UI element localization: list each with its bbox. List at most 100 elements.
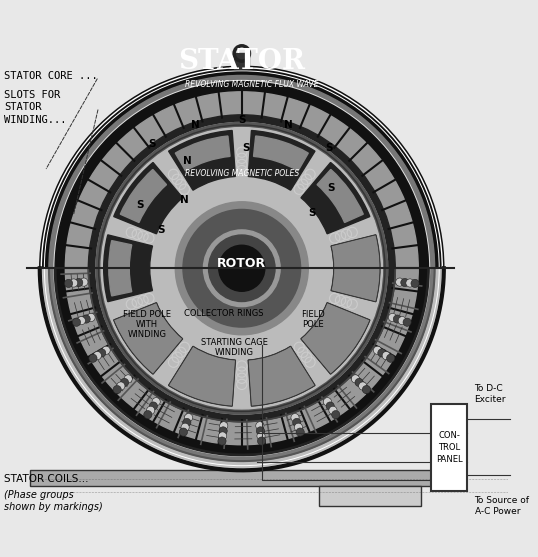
Text: STATOR CORE ...: STATOR CORE ... [4, 71, 98, 81]
Circle shape [75, 278, 83, 287]
Wedge shape [253, 136, 308, 171]
Text: S: S [309, 208, 316, 218]
Circle shape [102, 346, 110, 354]
Circle shape [203, 230, 280, 307]
Wedge shape [352, 241, 375, 296]
Circle shape [256, 427, 265, 435]
Circle shape [144, 411, 152, 419]
Wedge shape [114, 303, 182, 374]
Text: STATOR: STATOR [178, 47, 305, 75]
Circle shape [77, 316, 86, 325]
Circle shape [331, 411, 340, 419]
Circle shape [382, 351, 391, 360]
Wedge shape [168, 346, 235, 406]
Circle shape [401, 278, 409, 287]
Circle shape [49, 75, 435, 461]
Text: N: N [284, 120, 293, 130]
Circle shape [89, 354, 97, 363]
Circle shape [378, 349, 386, 357]
Wedge shape [317, 314, 363, 367]
Text: (Phase groups
shown by markings): (Phase groups shown by markings) [4, 490, 103, 512]
Circle shape [220, 422, 228, 430]
Bar [431, 404, 467, 491]
Circle shape [181, 423, 189, 431]
Circle shape [117, 382, 125, 390]
Circle shape [219, 427, 227, 435]
Wedge shape [248, 346, 315, 406]
Circle shape [395, 278, 404, 286]
Circle shape [398, 316, 406, 325]
Circle shape [101, 128, 383, 409]
Text: S: S [325, 143, 332, 153]
Wedge shape [175, 136, 230, 171]
Text: STARTING CAGE
WINDING: STARTING CAGE WINDING [201, 338, 267, 357]
Circle shape [124, 375, 132, 383]
Text: COLLECTOR RINGS: COLLECTOR RINGS [184, 309, 264, 318]
Wedge shape [253, 366, 308, 400]
Wedge shape [114, 163, 182, 234]
Circle shape [183, 418, 191, 427]
Circle shape [218, 432, 226, 440]
Text: To Source of
A-C Power: To Source of A-C Power [475, 496, 529, 516]
Circle shape [386, 354, 395, 363]
Wedge shape [109, 241, 132, 296]
Circle shape [55, 81, 428, 455]
Wedge shape [104, 235, 152, 302]
Text: FIELD POLE
WITH
WINDING: FIELD POLE WITH WINDING [123, 310, 171, 339]
Circle shape [82, 315, 90, 323]
Circle shape [183, 209, 301, 327]
Text: N: N [180, 195, 189, 205]
Text: FIELD
POLE: FIELD POLE [301, 310, 325, 329]
Circle shape [406, 279, 414, 287]
Circle shape [411, 279, 419, 287]
Circle shape [175, 202, 308, 335]
Circle shape [73, 318, 81, 326]
Circle shape [362, 385, 371, 394]
Text: S: S [148, 139, 155, 149]
Wedge shape [331, 235, 380, 302]
Polygon shape [40, 268, 444, 470]
Circle shape [209, 235, 275, 301]
Wedge shape [175, 366, 230, 400]
Circle shape [393, 315, 401, 323]
Circle shape [355, 378, 363, 387]
Circle shape [388, 314, 397, 321]
Text: N: N [191, 120, 200, 130]
Wedge shape [114, 303, 182, 374]
Circle shape [65, 92, 418, 444]
Text: CON-
TROL
PANEL: CON- TROL PANEL [436, 431, 462, 463]
Circle shape [69, 279, 77, 287]
Text: S: S [238, 115, 245, 125]
Text: REVOLVING MAGNETIC POLES: REVOLVING MAGNETIC POLES [185, 169, 299, 178]
Wedge shape [331, 235, 380, 302]
Polygon shape [88, 268, 395, 422]
Circle shape [96, 123, 387, 414]
Circle shape [351, 375, 359, 383]
Text: N: N [183, 156, 192, 166]
Circle shape [152, 398, 160, 406]
Circle shape [257, 432, 265, 440]
Circle shape [87, 314, 95, 321]
Bar [234, 53, 250, 69]
Wedge shape [301, 163, 370, 234]
Circle shape [293, 418, 301, 427]
Circle shape [258, 437, 266, 445]
Circle shape [185, 413, 193, 422]
Bar [30, 470, 454, 486]
Circle shape [329, 406, 337, 414]
Circle shape [359, 382, 367, 390]
Polygon shape [55, 268, 428, 455]
Circle shape [373, 346, 381, 354]
Circle shape [256, 422, 264, 430]
Circle shape [291, 413, 299, 422]
Text: REVOLVING MAGNETIC FLUX WAVE: REVOLVING MAGNETIC FLUX WAVE [185, 80, 319, 89]
Text: S: S [136, 199, 144, 209]
Circle shape [146, 406, 155, 414]
Text: To D-C
Exciter: To D-C Exciter [475, 384, 506, 404]
Wedge shape [168, 346, 235, 406]
Wedge shape [248, 346, 315, 406]
Circle shape [294, 423, 302, 431]
Circle shape [40, 66, 444, 470]
Circle shape [93, 351, 102, 360]
Circle shape [179, 428, 188, 436]
